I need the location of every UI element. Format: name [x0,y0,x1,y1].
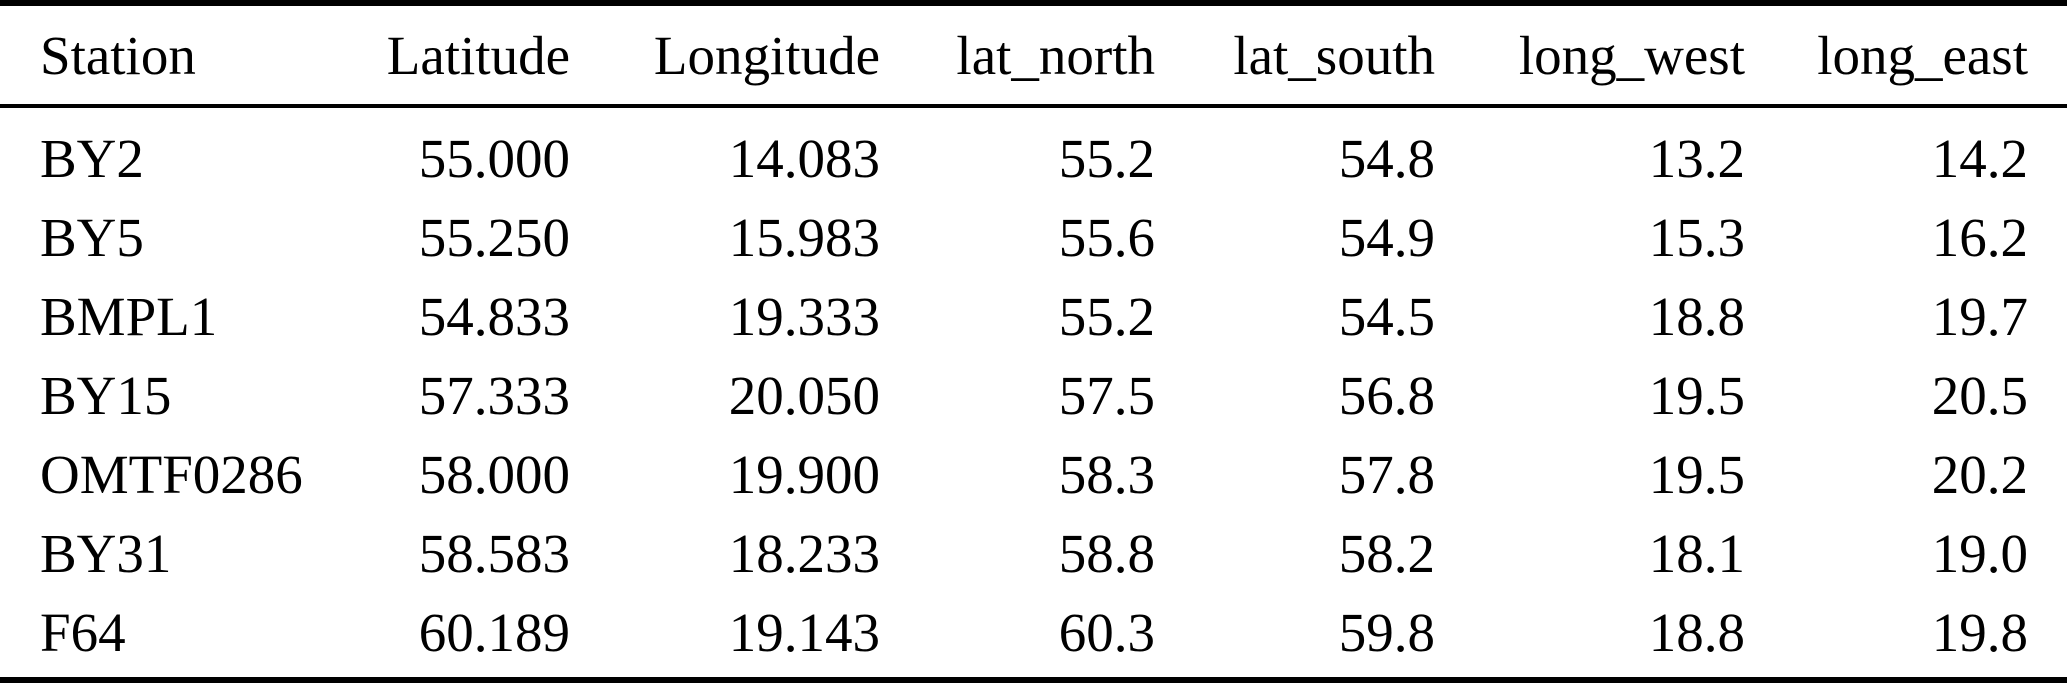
latitude-cell: 58.583 [418,523,570,584]
longitude-cell: 19.900 [728,444,880,505]
lat-south-cell: 58.2 [1338,523,1435,584]
longitude-cell: 19.143 [728,602,880,663]
lat-north-cell: 55.6 [1058,207,1155,268]
station-cell: BY5 [40,207,144,268]
latitude-cell: 57.333 [418,365,570,426]
station-cell: BY15 [40,365,172,426]
column-header-station: Station [0,3,360,108]
latitude-cell: 55.250 [418,207,570,268]
longitude-cell: 20.050 [728,365,880,426]
table-row: OMTF0286 58.000 19.900 58.3 57.8 19.5 20… [0,432,2067,511]
latitude-cell: 60.189 [418,602,570,663]
long-east-cell: 19.0 [1931,523,2028,584]
longitude-cell: 18.233 [728,523,880,584]
long-west-cell: 18.8 [1648,602,1745,663]
table-row: BY2 55.000 14.083 55.2 54.8 13.2 14.2 [0,106,2067,195]
lat-south-cell: 54.8 [1338,128,1435,189]
long-west-cell: 18.1 [1648,523,1745,584]
table-row: F64 60.189 19.143 60.3 59.8 18.8 19.8 [0,590,2067,680]
lat-north-cell: 55.2 [1058,286,1155,347]
lat-south-cell: 59.8 [1338,602,1435,663]
table-row: BMPL1 54.833 19.333 55.2 54.5 18.8 19.7 [0,274,2067,353]
lat-south-cell: 57.8 [1338,444,1435,505]
column-header-latitude: Latitude [360,3,570,108]
lat-south-cell: 56.8 [1338,365,1435,426]
long-west-cell: 15.3 [1648,207,1745,268]
long-east-cell: 16.2 [1931,207,2028,268]
longitude-cell: 15.983 [728,207,880,268]
long-east-cell: 20.5 [1931,365,2028,426]
station-cell: OMTF0286 [40,444,303,505]
table-row: BY31 58.583 18.233 58.8 58.2 18.1 19.0 [0,511,2067,590]
long-west-cell: 19.5 [1648,444,1745,505]
table-row: BY15 57.333 20.050 57.5 56.8 19.5 20.5 [0,353,2067,432]
station-cell: F64 [40,602,126,663]
long-east-cell: 20.2 [1931,444,2028,505]
column-header-lat-north: lat_north [880,3,1155,108]
latitude-cell: 54.833 [418,286,570,347]
latitude-cell: 55.000 [418,128,570,189]
long-west-cell: 13.2 [1648,128,1745,189]
longitude-cell: 14.083 [728,128,880,189]
station-cell: BY2 [40,128,144,189]
column-header-long-east: long_east [1745,3,2067,108]
lat-north-cell: 55.2 [1058,128,1155,189]
column-header-long-west: long_west [1435,3,1745,108]
column-header-lat-south: lat_south [1155,3,1435,108]
lat-north-cell: 57.5 [1058,365,1155,426]
long-east-cell: 19.7 [1931,286,2028,347]
table-row: BY5 55.250 15.983 55.6 54.9 15.3 16.2 [0,195,2067,274]
lat-north-cell: 58.8 [1058,523,1155,584]
lat-north-cell: 58.3 [1058,444,1155,505]
longitude-cell: 19.333 [728,286,880,347]
header-row: Station Latitude Longitude lat_north lat… [0,3,2067,108]
column-header-longitude: Longitude [570,3,880,108]
station-cell: BMPL1 [40,286,218,347]
long-east-cell: 19.8 [1931,602,2028,663]
long-west-cell: 18.8 [1648,286,1745,347]
station-cell: BY31 [40,523,172,584]
long-east-cell: 14.2 [1931,128,2028,189]
latitude-cell: 58.000 [418,444,570,505]
lat-south-cell: 54.5 [1338,286,1435,347]
lat-south-cell: 54.9 [1338,207,1435,268]
lat-north-cell: 60.3 [1058,602,1155,663]
long-west-cell: 19.5 [1648,365,1745,426]
